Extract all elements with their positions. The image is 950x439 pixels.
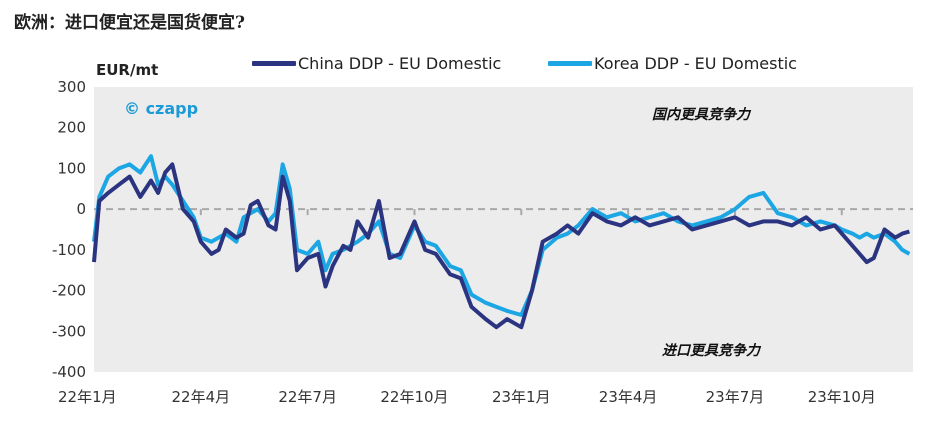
y-axis: 300 200 100 0 -100 -200 -300 -400 — [52, 78, 86, 381]
x-axis: 22年1月 22年4月 22年7月 22年10月 23年1月 23年4月 23年7月 23年1… — [58, 209, 876, 406]
x-tick-label: 22年4月 — [172, 388, 231, 406]
y-tick-label: -300 — [52, 322, 86, 340]
y-axis-label: EUR/mt — [96, 61, 159, 79]
y-tick-label: 0 — [76, 200, 86, 218]
y-tick-label: -200 — [52, 282, 86, 300]
x-tick-label: 23年7月 — [706, 388, 765, 406]
y-tick-label: 200 — [57, 119, 86, 137]
chart-title: 欧洲：进口便宜还是国货便宜? — [14, 13, 245, 33]
plot-area — [94, 87, 913, 372]
legend-item-china: China DDP - EU Domestic — [252, 54, 501, 73]
legend-swatch-china — [252, 61, 296, 66]
series-line-china — [92, 162, 910, 330]
y-tick-label: 100 — [57, 159, 86, 177]
x-tick-label: 23年1月 — [492, 388, 551, 406]
legend-label-china: China DDP - EU Domestic — [298, 54, 502, 73]
y-tick-label: -100 — [52, 241, 86, 259]
legend-swatch-korea — [548, 61, 592, 66]
annotation-lower: 进口更具竞争力 — [662, 343, 760, 359]
legend-item-korea: Korea DDP - EU Domestic — [548, 54, 797, 73]
x-tick-label: 22年7月 — [278, 388, 337, 406]
y-tick-label: -400 — [52, 363, 86, 381]
x-tick-label: 23年4月 — [599, 388, 658, 406]
x-tick-label: 23年10月 — [808, 388, 876, 406]
y-tick-label: 300 — [57, 78, 86, 96]
series-line-korea — [92, 154, 911, 317]
legend-label-korea: Korea DDP - EU Domestic — [594, 54, 797, 73]
x-tick-label: 22年1月 — [58, 388, 117, 406]
copyright-label: © czapp — [124, 99, 199, 118]
annotation-upper: 国内更具竞争力 — [652, 107, 750, 123]
x-tick-label: 22年10月 — [380, 388, 448, 406]
